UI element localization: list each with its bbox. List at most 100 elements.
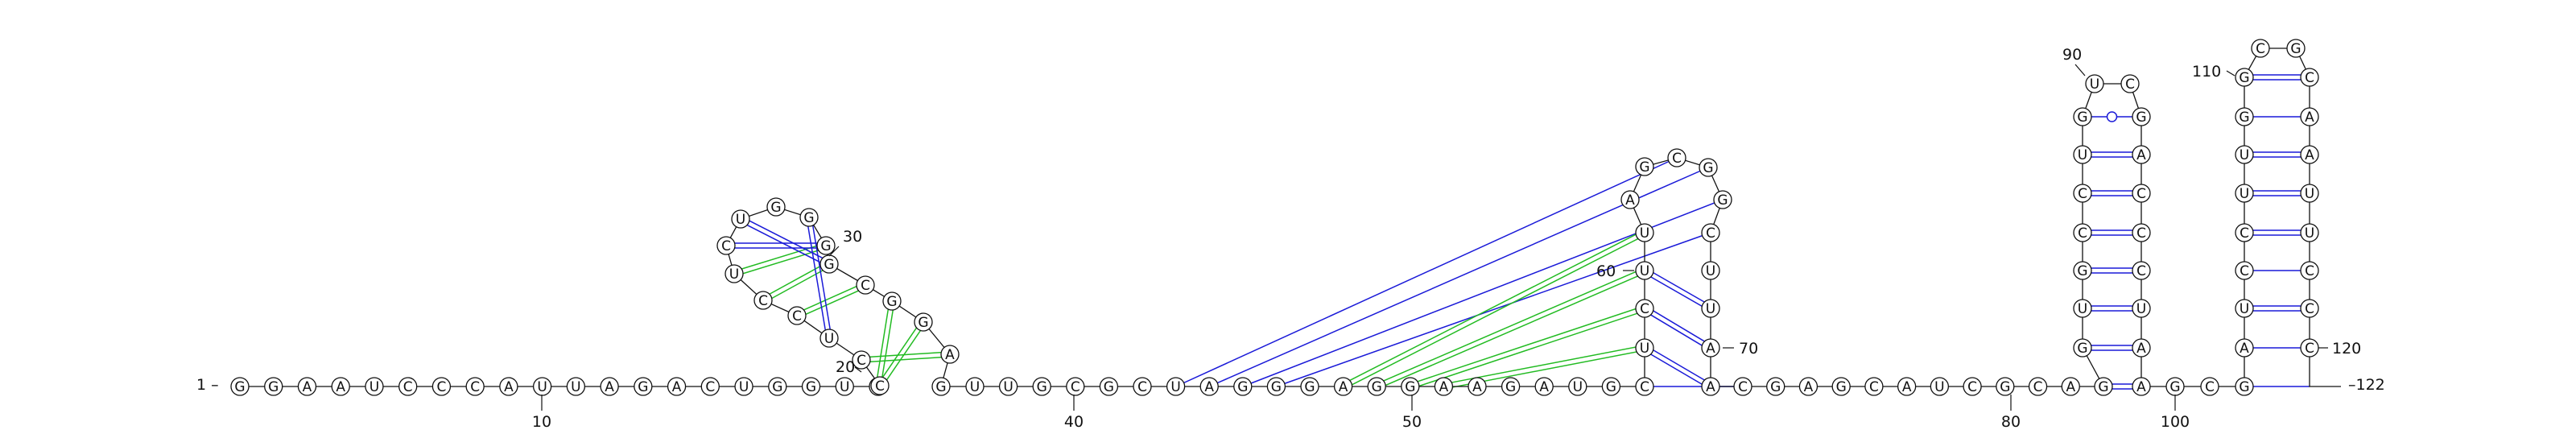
nucleotide-114: G <box>2286 39 2306 58</box>
nucleotide-27: C <box>716 236 736 255</box>
svg-text:C: C <box>1137 379 1147 395</box>
nucleotide-115: C <box>2300 68 2319 87</box>
nucleotide-18: G <box>801 377 821 396</box>
svg-text:C: C <box>2305 263 2314 279</box>
pseudoknot-pair-22-36 <box>861 351 951 363</box>
svg-text:G: G <box>1836 379 1847 395</box>
svg-text:A: A <box>1339 379 1348 395</box>
nucleotide-50: G <box>1367 377 1386 396</box>
svg-text:C: C <box>721 238 731 254</box>
base-pair-108-119 <box>2244 229 2310 236</box>
nucleotide-23: U <box>819 329 839 348</box>
nucleotide-104: G <box>2235 377 2254 396</box>
knot-pair-28-32 <box>739 216 831 267</box>
nucleotide-98: C <box>2132 261 2151 280</box>
nucleotide-65: C <box>1667 148 1686 167</box>
backbone <box>240 48 2341 387</box>
nucleotide-59: U <box>1635 338 1654 358</box>
nucleotide-84: G <box>2094 377 2113 396</box>
svg-text:U: U <box>369 379 379 395</box>
svg-text:G: G <box>1104 379 1114 395</box>
pseudoknot-pair-50-61 <box>1375 267 1646 390</box>
svg-text:C: C <box>758 293 768 309</box>
nucleotide-75: A <box>1798 377 1818 396</box>
nucleotide-14: A <box>667 377 687 396</box>
svg-text:U: U <box>2240 147 2249 163</box>
base-pair-109-118 <box>2244 190 2310 196</box>
svg-text:G: G <box>234 379 245 395</box>
nucleotide-1: G <box>230 377 250 396</box>
position-label-20: 20 <box>836 358 855 376</box>
svg-text:U: U <box>2305 225 2314 242</box>
nucleotides: GGAAUCCCAUUAGACUGGUCCCUCCUCUGGGGCGGAGUUG… <box>230 39 2319 396</box>
svg-text:C: C <box>792 308 802 324</box>
nucleotide-60: C <box>1635 299 1654 318</box>
nucleotide-42: G <box>1099 377 1119 396</box>
svg-text:A: A <box>1439 379 1449 395</box>
nucleotide-40: G <box>1032 377 1051 396</box>
nucleotide-91: G <box>2073 107 2092 126</box>
nucleotide-102: G <box>2165 377 2185 396</box>
nucleotide-52: A <box>1434 377 1454 396</box>
svg-text:C: C <box>2125 76 2135 93</box>
nucleotide-30: G <box>799 208 819 227</box>
svg-text:G: G <box>2077 263 2087 279</box>
svg-text:C: C <box>2240 263 2249 279</box>
svg-text:G: G <box>2077 341 2087 357</box>
nucleotide-103: C <box>2200 377 2219 396</box>
nucleotide-70: U <box>1701 299 1720 318</box>
svg-text:U: U <box>1706 263 1715 279</box>
nucleotide-117: A <box>2300 145 2319 164</box>
nucleotide-5: U <box>365 377 384 396</box>
nucleotide-120: C <box>2300 261 2319 280</box>
nucleotide-36: A <box>940 345 960 364</box>
svg-text:U: U <box>2240 186 2249 202</box>
nucleotide-46: G <box>1233 377 1253 396</box>
svg-text:A: A <box>1706 379 1715 395</box>
nucleotide-67: G <box>1713 190 1732 209</box>
nucleotide-76: G <box>1831 377 1851 396</box>
nucleotide-80: C <box>1963 377 1982 396</box>
svg-text:C: C <box>1640 379 1649 395</box>
nucleotide-21: C <box>870 376 890 395</box>
nucleotide-38: U <box>965 377 985 396</box>
nucleotide-94: G <box>2132 107 2151 126</box>
svg-text:G: G <box>2077 110 2087 126</box>
nucleotide-88: C <box>2073 223 2092 242</box>
svg-text:C: C <box>1640 301 1649 317</box>
svg-text:G: G <box>2239 110 2249 126</box>
nucleotide-90: U <box>2073 145 2092 164</box>
nucleotide-121: C <box>2300 299 2319 318</box>
svg-text:G: G <box>2136 110 2146 126</box>
nucleotide-32: G <box>819 254 839 274</box>
nucleotide-53: A <box>1468 377 1487 396</box>
svg-text:A: A <box>2305 147 2314 163</box>
svg-text:C: C <box>2136 186 2146 202</box>
nucleotide-73: C <box>1733 377 1752 396</box>
svg-text:A: A <box>945 347 955 363</box>
nucleotide-22: C <box>852 350 871 370</box>
svg-text:C: C <box>861 278 870 294</box>
position-label-10: 10 <box>532 413 551 431</box>
svg-text:C: C <box>2033 379 2043 395</box>
svg-text:G: G <box>824 257 834 273</box>
nucleotide-6: C <box>398 377 418 396</box>
pseudoknot-pair-51-60 <box>1409 305 1646 390</box>
nucleotide-10: U <box>532 377 552 396</box>
svg-text:G: G <box>1505 379 1516 395</box>
svg-text:U: U <box>1640 225 1649 242</box>
svg-text:C: C <box>857 353 866 369</box>
svg-text:G: G <box>1304 379 1315 395</box>
svg-text:G: G <box>1237 379 1248 395</box>
svg-text:A: A <box>1625 192 1635 209</box>
svg-text:A: A <box>2136 379 2146 395</box>
nucleotide-55: A <box>1534 377 1554 396</box>
nucleotide-13: G <box>634 377 653 396</box>
svg-text:G: G <box>806 379 816 395</box>
svg-text:U: U <box>1003 379 1013 395</box>
svg-text:C: C <box>470 379 480 395</box>
svg-text:A: A <box>1804 379 1814 395</box>
nucleotide-101: A <box>2132 377 2151 396</box>
svg-text:G: G <box>1770 379 1781 395</box>
knot-pair-23-30 <box>806 217 832 339</box>
